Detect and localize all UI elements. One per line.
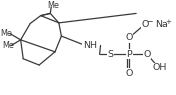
Text: NH: NH <box>83 41 97 50</box>
Text: +: + <box>166 19 172 25</box>
Text: Me: Me <box>1 29 12 38</box>
Text: O: O <box>125 69 133 78</box>
Text: S: S <box>107 50 113 59</box>
Text: O: O <box>125 33 133 42</box>
Text: OH: OH <box>153 63 167 72</box>
Text: O: O <box>144 50 151 59</box>
Text: Me: Me <box>47 1 59 10</box>
Text: Me: Me <box>2 41 14 50</box>
Text: P: P <box>126 50 132 59</box>
Text: Na: Na <box>155 20 168 29</box>
Text: −: − <box>147 17 153 26</box>
Text: O: O <box>141 20 149 29</box>
